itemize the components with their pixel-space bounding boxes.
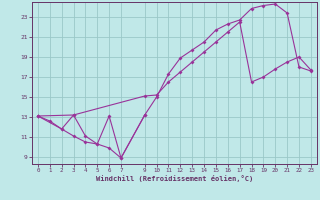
X-axis label: Windchill (Refroidissement éolien,°C): Windchill (Refroidissement éolien,°C) (96, 175, 253, 182)
